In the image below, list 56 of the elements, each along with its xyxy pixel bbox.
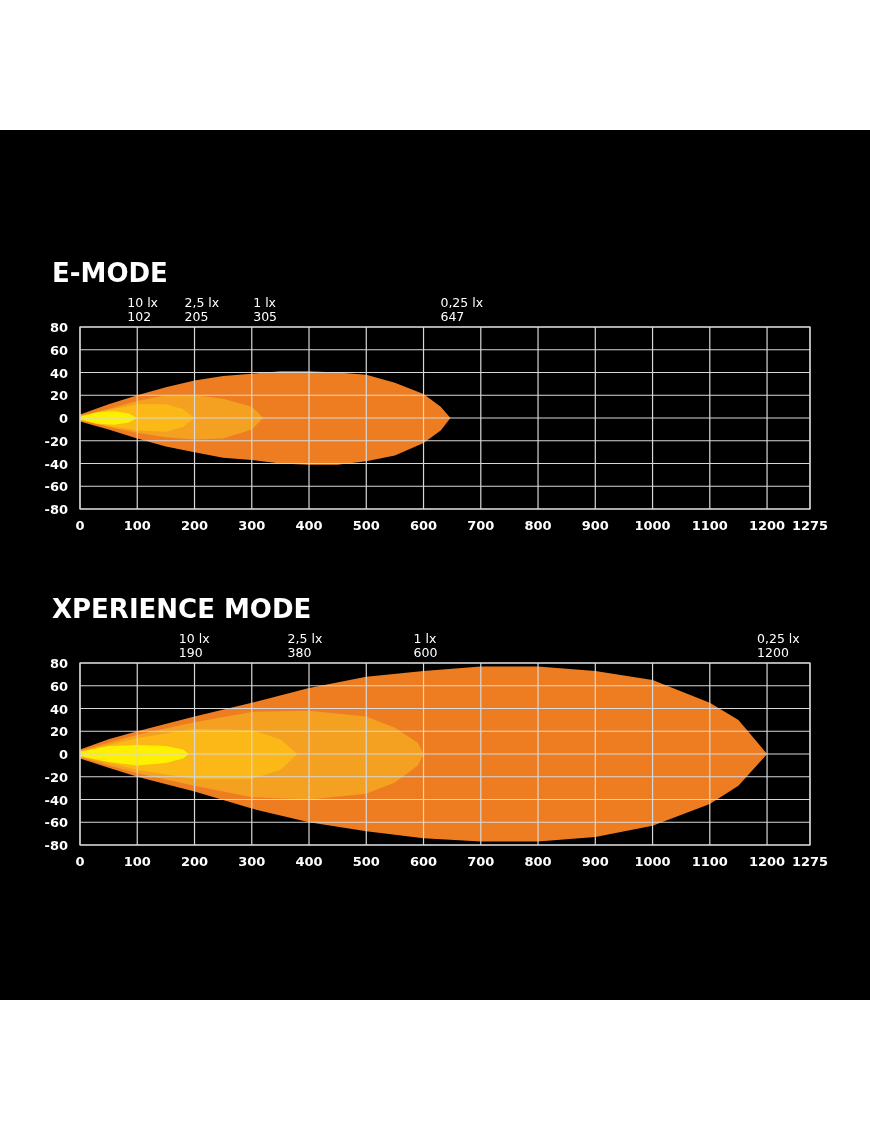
text: 0,25 lx 1200 [757,631,800,660]
y-tick-label: -60 [44,815,68,831]
x-tick-label: 300 [238,854,266,869]
x-tick-label: 1100 [691,854,728,869]
y-tick-label: 20 [49,724,68,740]
x-tick-label: 0 [75,518,85,533]
y-tick-label: -40 [44,792,68,808]
y-tick-label: 80 [49,320,68,335]
x-tick-label: 1200 [748,518,786,533]
x-tick-label: 600 [409,854,438,869]
x-tick-label: 400 [295,854,323,869]
x-tick-label: 1275 [791,518,829,533]
x-tick-label: 800 [524,518,552,533]
y-tick-label: 60 [49,342,68,358]
y-tick-label: -20 [44,769,68,785]
x-tick-label: 500 [352,854,380,869]
y-tick-label: 80 [49,656,68,671]
y-tick-label: -80 [44,838,68,853]
x-tick-label: 400 [295,518,323,533]
y-tick-label: 40 [49,365,68,381]
chart-title: XPERIENCE MODE [52,594,312,624]
x-tick-label: 700 [467,854,495,869]
x-tick-label: 900 [581,518,609,533]
x-tick-label: 800 [524,854,552,869]
x-tick-label: 1000 [634,518,671,533]
y-tick-label: -40 [44,456,68,472]
x-tick-label: 900 [581,854,609,869]
text: 0,25 lx 647 [440,295,484,324]
x-tick-label: 1275 [791,854,829,869]
x-tick-label: 100 [123,854,151,869]
x-tick-label: 0 [75,854,85,869]
x-tick-label: 200 [180,518,209,533]
y-tick-label: 20 [49,388,68,404]
text: 10 lx 102 [127,295,158,324]
x-tick-label: 1100 [691,518,728,533]
x-tick-label: 100 [123,518,151,533]
x-tick-label: 1000 [634,854,671,869]
x-tick-label: 1200 [748,854,786,869]
text: 1 lx 305 [253,295,278,324]
y-tick-label: 60 [49,678,68,694]
text: 1 lx 600 [413,631,438,660]
y-tick-label: -80 [44,502,68,517]
text: 2,5 lx 205 [184,295,220,324]
y-tick-label: -60 [44,479,68,495]
x-tick-label: 200 [180,854,209,869]
y-tick-label: -20 [44,433,68,449]
y-tick-label: 0 [58,747,68,762]
text: 10 lx 190 [178,631,210,660]
x-tick-label: 700 [467,518,495,533]
x-tick-label: 600 [409,518,438,533]
text: 2,5 lx 380 [287,631,323,660]
y-tick-label: 40 [49,701,68,717]
x-tick-label: 300 [238,518,266,533]
x-tick-label: 500 [352,518,380,533]
y-tick-label: 0 [58,411,68,426]
chart-title: E-MODE [52,258,168,288]
